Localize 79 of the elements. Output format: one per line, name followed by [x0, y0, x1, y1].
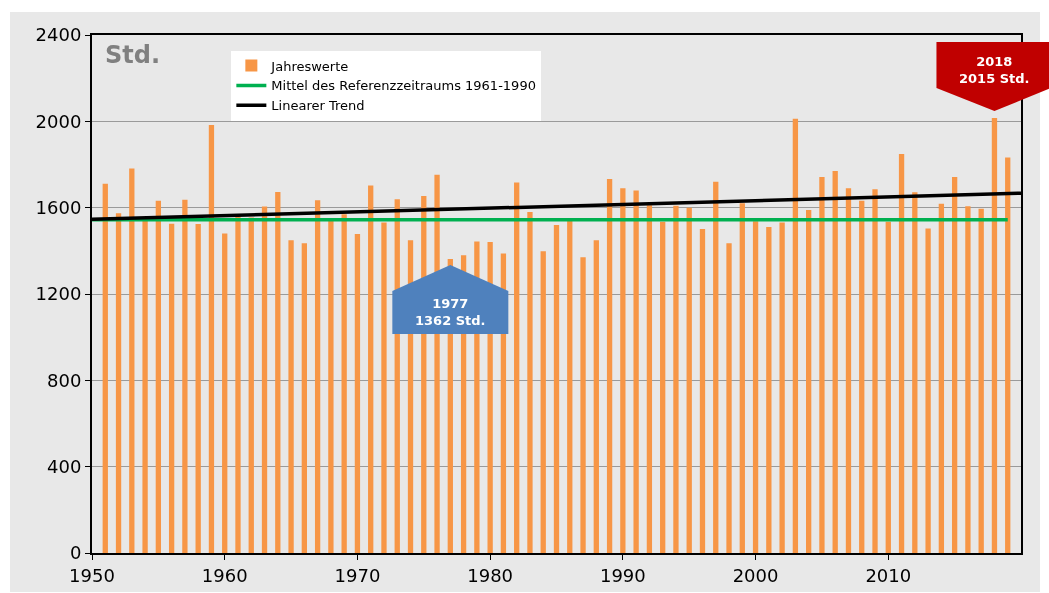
bar — [673, 205, 679, 553]
bar — [540, 251, 546, 553]
x-tick-label: 2010 — [865, 564, 912, 586]
bar — [898, 153, 905, 553]
x-tick-label: 1970 — [334, 564, 381, 586]
y-tick-label: 2000 — [35, 110, 82, 132]
bar — [965, 206, 971, 553]
bar — [208, 125, 215, 553]
bar — [341, 214, 347, 553]
legend-label: Mittel des Referenzzeitraums 1961-1990 — [271, 78, 536, 94]
x-tick-label: 1990 — [599, 564, 646, 586]
y-tick-label: 0 — [69, 542, 82, 564]
bar — [514, 182, 520, 553]
bar — [726, 243, 732, 553]
bar — [885, 221, 891, 553]
bar — [859, 200, 865, 553]
bar — [314, 200, 321, 553]
y-tick-label: 2400 — [35, 24, 82, 46]
bar — [115, 213, 122, 553]
bar — [686, 207, 692, 553]
bar — [195, 224, 201, 553]
bar — [248, 217, 254, 553]
bar — [845, 188, 852, 553]
x-tick-label: 1980 — [467, 564, 514, 586]
bar — [938, 203, 945, 553]
bar — [991, 118, 998, 553]
bar — [620, 188, 626, 553]
bar — [261, 206, 268, 553]
y-axis-title: Std. — [105, 41, 161, 69]
y-tick-label: 1600 — [35, 196, 82, 218]
bar — [819, 177, 825, 553]
bar — [606, 178, 613, 553]
bar — [792, 118, 799, 553]
x-tick-label: 1950 — [69, 564, 115, 586]
bar — [235, 216, 241, 553]
bar — [288, 240, 294, 553]
bar — [699, 229, 706, 553]
bar — [275, 191, 281, 553]
bar — [779, 222, 785, 553]
bar — [129, 168, 135, 553]
bar — [301, 243, 307, 553]
bar — [155, 200, 162, 553]
bar — [872, 189, 878, 553]
bar — [593, 240, 599, 553]
y-tick-label: 400 — [47, 455, 82, 477]
bar — [222, 233, 228, 553]
x-tick-label: 2000 — [732, 564, 779, 586]
bar — [660, 221, 666, 553]
bar — [646, 205, 653, 553]
bar — [381, 222, 387, 553]
bar — [978, 208, 984, 553]
bar — [168, 223, 175, 553]
annotation: 2018 2015 Std. — [959, 54, 1030, 86]
y-tick-label: 800 — [47, 369, 82, 391]
legend-label: Linearer Trend — [271, 98, 365, 114]
bar — [766, 227, 772, 553]
bar — [182, 199, 188, 553]
bar — [1005, 157, 1011, 553]
bar — [739, 203, 745, 553]
legend-label: Jahreswerte — [270, 58, 349, 74]
bar — [580, 257, 586, 553]
bar — [912, 192, 918, 553]
bar — [832, 170, 838, 553]
x-tick-label: 1960 — [201, 564, 248, 586]
bar — [553, 224, 560, 553]
bar — [752, 221, 759, 553]
bar — [527, 211, 533, 553]
bar — [354, 234, 361, 553]
bar — [806, 210, 812, 553]
bar — [633, 190, 639, 553]
bar — [925, 228, 931, 553]
bar — [713, 181, 719, 553]
bar — [951, 177, 958, 553]
bar — [102, 183, 108, 553]
y-tick-label: 1200 — [35, 283, 82, 305]
bar — [368, 185, 374, 553]
annotation: 1977 1362 Std. — [415, 296, 486, 328]
bar — [142, 220, 148, 553]
bar — [328, 220, 334, 553]
